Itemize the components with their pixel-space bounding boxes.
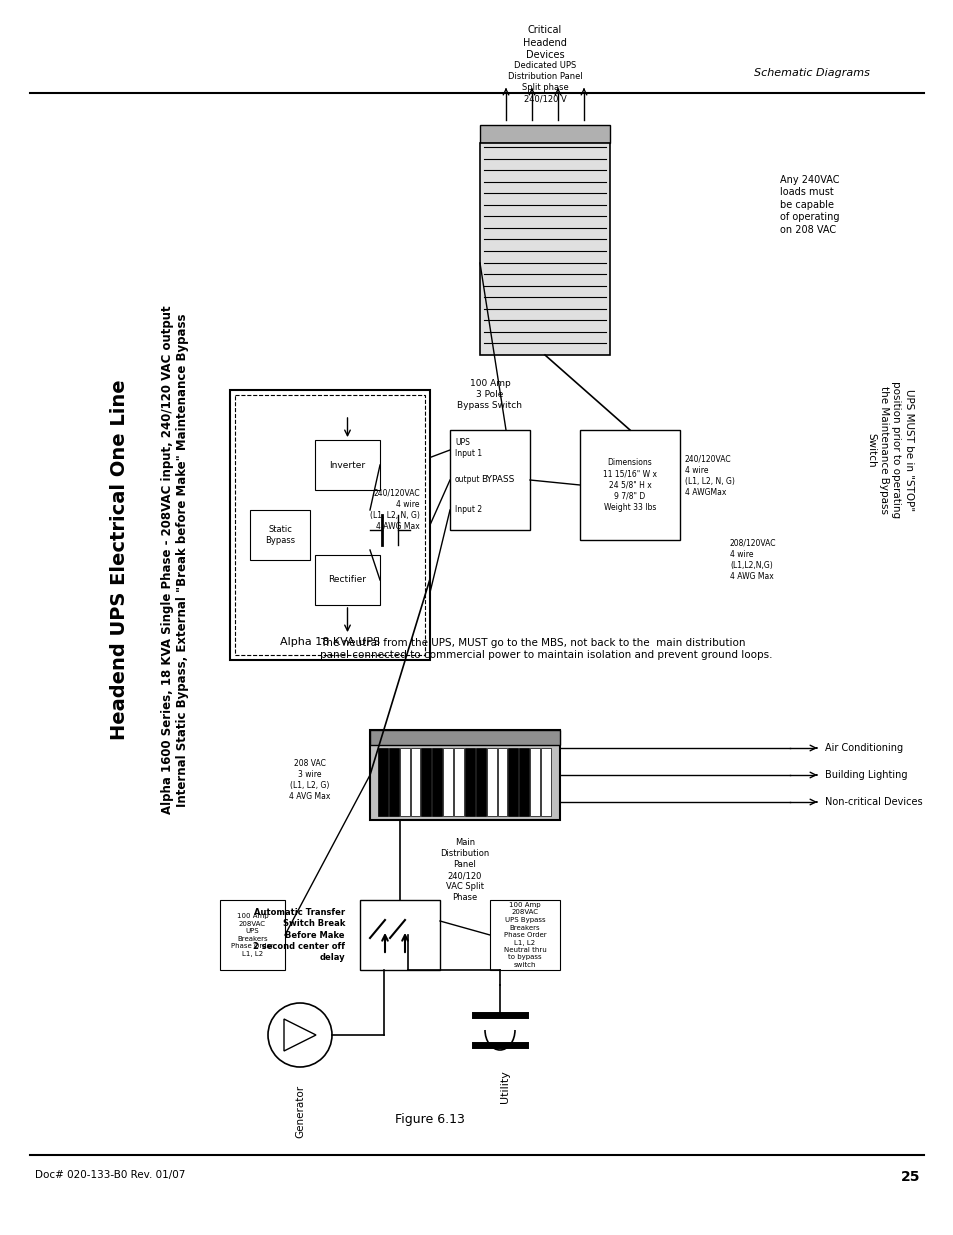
Bar: [234, 395, 424, 655]
Bar: [443, 748, 453, 816]
Text: Dimensions
11 15/16" W x
24 5/8" H x
9 7/8" D
Weight 33 lbs: Dimensions 11 15/16" W x 24 5/8" H x 9 7…: [602, 458, 657, 511]
Bar: [377, 748, 388, 816]
Bar: [359, 900, 439, 969]
Text: UPS
Input 1: UPS Input 1: [455, 438, 481, 458]
Bar: [250, 510, 310, 559]
Bar: [579, 430, 679, 540]
Bar: [314, 555, 379, 605]
Text: Schematic Diagrams: Schematic Diagrams: [753, 68, 869, 78]
Text: Inverter: Inverter: [329, 461, 365, 469]
Text: 100 Amp
208VAC
UPS
Breakers
Phase Order
L1, L2: 100 Amp 208VAC UPS Breakers Phase Order …: [231, 913, 274, 957]
Bar: [530, 748, 539, 816]
Text: 240/120VAC
4 wire
(L1, L2, N, G)
4 AWG Max: 240/120VAC 4 wire (L1, L2, N, G) 4 AWG M…: [370, 489, 419, 531]
Text: Headend UPS Electrical One Line: Headend UPS Electrical One Line: [111, 379, 130, 740]
Bar: [479, 125, 609, 143]
Bar: [230, 390, 430, 659]
Bar: [518, 748, 529, 816]
Bar: [410, 748, 420, 816]
Text: The neutral from the UPS, MUST go to the MBS, not back to the  main distribution: The neutral from the UPS, MUST go to the…: [319, 638, 772, 661]
Bar: [508, 748, 517, 816]
Text: Alpha 1600 Series, 18 KVA Single Phase - 208VAC input, 240/120 VAC output: Alpha 1600 Series, 18 KVA Single Phase -…: [161, 306, 174, 814]
Bar: [220, 900, 285, 969]
Text: 100 Amp
208VAC
UPS Bypass
Breakers
Phase Order
L1, L2
Neutral thru
to bypass
swi: 100 Amp 208VAC UPS Bypass Breakers Phase…: [503, 902, 546, 968]
Text: Static
Bypass: Static Bypass: [265, 525, 294, 545]
Bar: [476, 748, 485, 816]
Text: Alpha 18 KVA UPS: Alpha 18 KVA UPS: [279, 637, 379, 647]
Circle shape: [268, 1003, 332, 1067]
Text: output: output: [455, 475, 480, 484]
Text: Generator: Generator: [294, 1086, 305, 1139]
Text: Non-critical Devices: Non-critical Devices: [824, 797, 922, 806]
Text: Automatic Transfer
Switch Break
Before Make
2 second center off
delay: Automatic Transfer Switch Break Before M…: [253, 908, 345, 962]
Text: 25: 25: [900, 1170, 919, 1184]
Bar: [486, 748, 497, 816]
Text: Main
Distribution
Panel
240/120
VAC Split
Phase: Main Distribution Panel 240/120 VAC Spli…: [440, 839, 489, 903]
Polygon shape: [284, 1019, 315, 1051]
Text: 100 Amp
3 Pole
Bypass Switch: 100 Amp 3 Pole Bypass Switch: [457, 379, 522, 410]
Bar: [389, 748, 398, 816]
Bar: [432, 748, 442, 816]
Bar: [490, 900, 559, 969]
Text: Air Conditioning: Air Conditioning: [824, 743, 902, 753]
Text: Building Lighting: Building Lighting: [824, 769, 906, 781]
Bar: [421, 748, 431, 816]
Text: Utility: Utility: [499, 1070, 510, 1103]
Text: Rectifier: Rectifier: [328, 576, 366, 584]
Bar: [454, 748, 463, 816]
Bar: [370, 730, 559, 820]
Bar: [497, 748, 507, 816]
Bar: [370, 730, 559, 745]
Text: Critical
Headend
Devices: Critical Headend Devices: [522, 25, 566, 61]
Text: 208/120VAC
4 wire
(L1,L2,N,G)
4 AWG Max: 208/120VAC 4 wire (L1,L2,N,G) 4 AWG Max: [729, 538, 776, 582]
Text: UPS MUST be in "STOP"
position prior to operating
the Maintenance Bypass
Switch: UPS MUST be in "STOP" position prior to …: [865, 382, 913, 519]
Text: Input 2: Input 2: [455, 505, 481, 515]
Text: 208 VAC
3 wire
(L1, L2, G)
4 AVG Max: 208 VAC 3 wire (L1, L2, G) 4 AVG Max: [289, 758, 331, 802]
Bar: [540, 748, 551, 816]
Bar: [479, 143, 609, 354]
Bar: [450, 430, 530, 530]
Text: Internal Static Bypass, External "Break before Make" Maintenance Bypass: Internal Static Bypass, External "Break …: [176, 314, 190, 806]
Bar: [464, 748, 475, 816]
Bar: [399, 748, 409, 816]
Text: Dedicated UPS
Distribution Panel
Split phase
240/120 V: Dedicated UPS Distribution Panel Split p…: [507, 61, 581, 103]
Text: Doc# 020-133-B0 Rev. 01/07: Doc# 020-133-B0 Rev. 01/07: [35, 1170, 185, 1179]
Text: BYPASS: BYPASS: [481, 475, 515, 484]
Bar: [314, 440, 379, 490]
Text: Figure 6.13: Figure 6.13: [395, 1114, 464, 1126]
Text: 240/120VAC
4 wire
(L1, L2, N, G)
4 AWGMax: 240/120VAC 4 wire (L1, L2, N, G) 4 AWGMa…: [684, 454, 734, 498]
Text: Any 240VAC
loads must
be capable
of operating
on 208 VAC: Any 240VAC loads must be capable of oper…: [780, 175, 839, 235]
